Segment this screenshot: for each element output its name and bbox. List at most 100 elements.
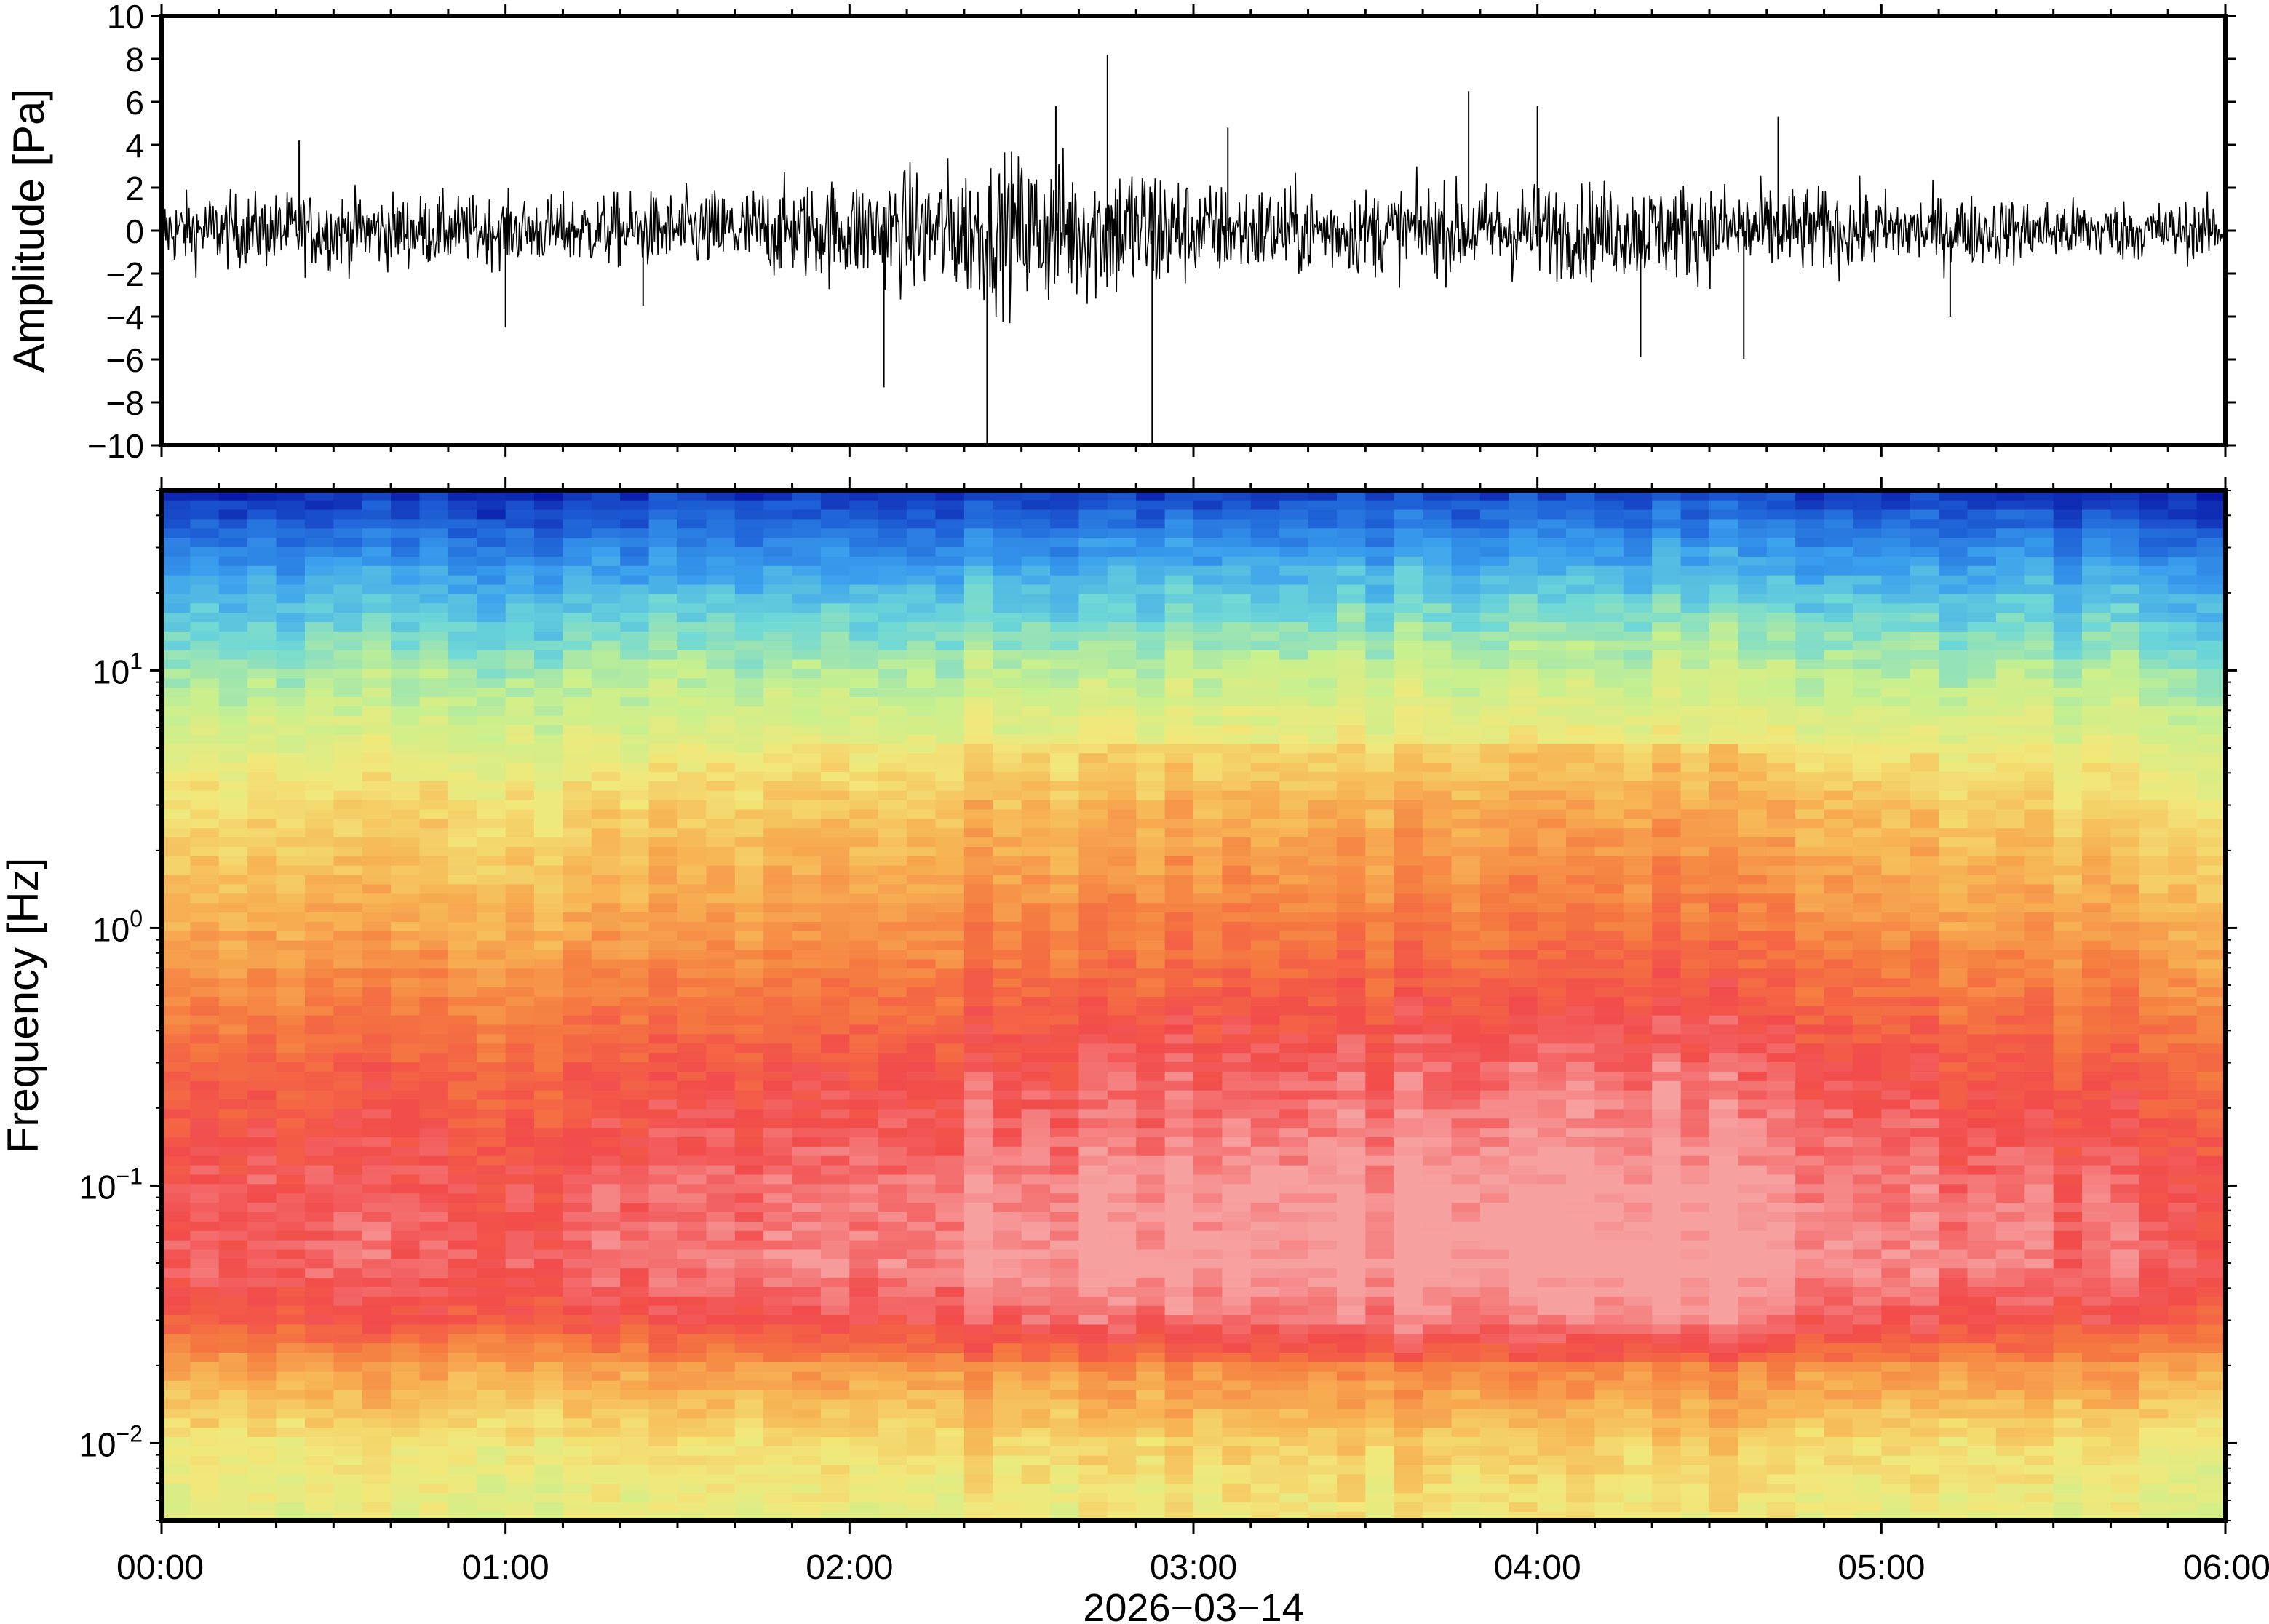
spectrogram-cell bbox=[935, 837, 965, 847]
spectrogram-cell bbox=[419, 706, 449, 716]
spectrogram-cell bbox=[247, 1193, 277, 1203]
spectrogram-cell bbox=[1050, 1202, 1080, 1212]
spectrogram-cell bbox=[734, 1492, 764, 1503]
spectrogram-cell bbox=[247, 1127, 277, 1138]
spectrogram-cell bbox=[706, 640, 736, 650]
spectrogram-cell bbox=[591, 1305, 621, 1315]
spectrogram-cell bbox=[563, 546, 592, 557]
spectrogram-cell bbox=[620, 621, 650, 632]
spectrogram-cell bbox=[304, 1052, 335, 1063]
spectrogram-cell bbox=[792, 762, 822, 772]
spectrogram-cell bbox=[477, 1052, 506, 1063]
spectrogram-cell bbox=[162, 1417, 191, 1428]
spectrogram-cell bbox=[162, 968, 191, 979]
spectrogram-cell bbox=[907, 799, 937, 810]
spectrogram-cell bbox=[1365, 1202, 1395, 1212]
spectrogram-cell bbox=[963, 1193, 994, 1203]
spectrogram-cell bbox=[1336, 789, 1367, 800]
spectrogram-cell bbox=[477, 537, 506, 548]
spectrogram-cell bbox=[591, 1033, 621, 1044]
spectrogram-cell bbox=[419, 668, 449, 679]
spectrogram-cell bbox=[763, 1164, 793, 1175]
spectrogram-cell bbox=[1308, 546, 1338, 557]
spectrogram-cell bbox=[505, 902, 535, 913]
spectrogram-cell bbox=[963, 621, 994, 632]
spectrogram-cell bbox=[1193, 1267, 1223, 1278]
spectrogram-cell bbox=[1365, 1118, 1395, 1129]
spectrogram-cell bbox=[878, 1062, 907, 1072]
spectrogram-cell bbox=[1250, 1062, 1280, 1072]
spectrogram-cell bbox=[1279, 752, 1309, 763]
spectrogram-cell bbox=[1050, 1174, 1080, 1185]
spectrogram-cell bbox=[1193, 781, 1223, 791]
spectrogram-cell bbox=[763, 706, 793, 716]
spectrogram-cell bbox=[591, 1361, 621, 1372]
spectrogram-cell bbox=[849, 1014, 879, 1025]
spectrogram-cell bbox=[448, 1239, 478, 1250]
spectrogram-cell bbox=[1193, 893, 1223, 904]
spectrogram-cell bbox=[1164, 1183, 1194, 1194]
spectrogram-cell bbox=[304, 1417, 335, 1428]
spectrogram-cell bbox=[1136, 1146, 1166, 1156]
spectrogram-cell bbox=[1107, 1202, 1137, 1212]
spectrogram-cell bbox=[907, 1389, 937, 1400]
spectrogram-cell bbox=[362, 1371, 392, 1381]
spectrogram-cell bbox=[734, 706, 764, 716]
spectrogram-cell bbox=[477, 752, 506, 763]
spectrogram-cell bbox=[1050, 1239, 1080, 1250]
spectrogram-cell bbox=[763, 762, 793, 772]
spectrogram-cell bbox=[878, 490, 907, 501]
spectrogram-cell bbox=[1279, 1305, 1309, 1315]
spectrogram-cell bbox=[993, 546, 1022, 557]
spectrogram-cell bbox=[1336, 490, 1367, 501]
spectrogram-cell bbox=[963, 1389, 994, 1400]
spectrogram-cell bbox=[648, 724, 678, 735]
spectrogram-cell bbox=[1394, 490, 1423, 501]
spectrogram-cell bbox=[304, 658, 335, 669]
spectrogram-cell bbox=[1164, 1286, 1194, 1297]
spectrogram-cell bbox=[763, 1193, 793, 1203]
spectrogram-cell bbox=[218, 1342, 248, 1353]
spectrogram-cell bbox=[763, 1258, 793, 1269]
spectrogram-cell bbox=[648, 1239, 678, 1250]
spectrogram-cell bbox=[534, 1155, 564, 1166]
spectrogram-cell bbox=[1136, 1408, 1166, 1419]
spectrogram-cell bbox=[993, 1024, 1022, 1035]
spectrogram-cell bbox=[1078, 556, 1108, 566]
spectrogram-cell bbox=[1394, 1033, 1423, 1044]
spectrogram-cell bbox=[734, 1258, 764, 1269]
spectrogram-cell bbox=[1394, 1221, 1423, 1231]
spectrogram-cell bbox=[734, 921, 764, 931]
spectrogram-cell bbox=[1394, 808, 1423, 819]
spectrogram-cell bbox=[448, 1324, 478, 1334]
spectrogram-cell bbox=[333, 1146, 363, 1156]
spectrogram-cell bbox=[391, 631, 421, 641]
spectrogram-cell bbox=[677, 1052, 707, 1063]
spectrogram-cell bbox=[505, 696, 535, 706]
spectrogram-cell bbox=[907, 752, 937, 763]
spectrogram-cell bbox=[534, 996, 564, 1006]
spectrogram-cell bbox=[935, 883, 965, 894]
spectrogram-cell bbox=[849, 1417, 879, 1428]
spectrogram-cell bbox=[362, 1446, 392, 1456]
spectrogram-cell bbox=[1107, 864, 1137, 875]
spectrogram-cell bbox=[820, 921, 851, 931]
spectrogram-cell bbox=[1078, 1286, 1108, 1297]
spectrogram-cell bbox=[849, 1006, 879, 1016]
spectrogram-cell bbox=[333, 1305, 363, 1315]
spectrogram-cell bbox=[419, 1080, 449, 1091]
spectrogram-cell bbox=[391, 1286, 421, 1297]
spectrogram-cell bbox=[878, 781, 907, 791]
spectrogram-cell bbox=[333, 1118, 363, 1129]
spectrogram-cell bbox=[505, 1239, 535, 1250]
spectrogram-cell bbox=[1136, 996, 1166, 1006]
spectrogram-cell bbox=[247, 1183, 277, 1194]
spectrogram-cell bbox=[849, 781, 879, 791]
spectrogram-cell bbox=[1193, 706, 1223, 716]
spectrogram-cell bbox=[706, 649, 736, 660]
spectrogram-cell bbox=[1250, 1380, 1280, 1390]
spectrogram-cell bbox=[677, 565, 707, 576]
spectrogram-cell bbox=[477, 546, 506, 557]
spectrogram-cell bbox=[1021, 931, 1051, 941]
spectrogram-cell bbox=[1136, 1006, 1166, 1016]
